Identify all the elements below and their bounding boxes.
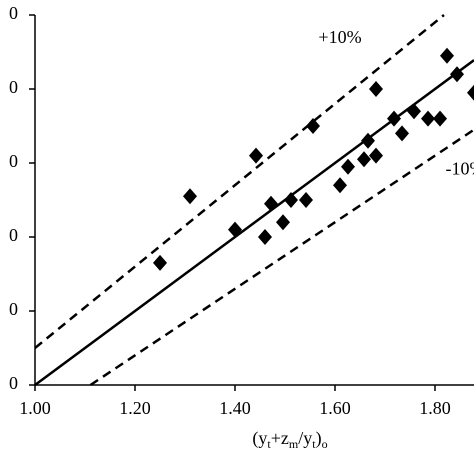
point bbox=[407, 103, 421, 120]
point bbox=[341, 158, 355, 175]
y-tick-label: 0 bbox=[9, 225, 18, 245]
x-tick-label: 1.80 bbox=[419, 398, 451, 418]
point bbox=[421, 110, 435, 127]
point bbox=[258, 229, 272, 245]
x-tick-label: 1.40 bbox=[219, 398, 251, 418]
y-tick-label: 0 bbox=[9, 299, 18, 319]
point bbox=[387, 110, 401, 127]
reference-line bbox=[34, 59, 474, 387]
x-tick-label: 1.60 bbox=[319, 398, 351, 418]
point bbox=[361, 132, 375, 149]
point bbox=[369, 147, 383, 164]
point bbox=[357, 151, 371, 168]
reference-line bbox=[89, 128, 474, 387]
point bbox=[333, 177, 347, 194]
x-axis-label: (yt+zm/yt)o bbox=[252, 428, 327, 451]
point bbox=[433, 110, 447, 127]
point bbox=[228, 221, 242, 238]
y-tick-label: 0 bbox=[9, 3, 18, 23]
point bbox=[264, 195, 278, 212]
point bbox=[299, 192, 313, 208]
point bbox=[395, 125, 409, 142]
point bbox=[306, 118, 320, 134]
point bbox=[284, 192, 298, 208]
y-tick-label: 0 bbox=[9, 77, 18, 97]
y-tick-label: 0 bbox=[9, 151, 18, 171]
point bbox=[183, 188, 197, 205]
x-tick-label: 1.00 bbox=[19, 398, 51, 418]
line-label: -10% bbox=[446, 159, 474, 179]
reference-line bbox=[34, 14, 445, 349]
point bbox=[440, 47, 454, 64]
point bbox=[249, 147, 263, 164]
point bbox=[153, 254, 167, 271]
y-tick-label: 0 bbox=[9, 373, 18, 393]
x-tick-label: 1.20 bbox=[119, 398, 151, 418]
point bbox=[276, 214, 290, 231]
point bbox=[467, 84, 474, 101]
point bbox=[369, 81, 383, 97]
line-label: +10% bbox=[318, 27, 361, 47]
point bbox=[450, 66, 464, 83]
